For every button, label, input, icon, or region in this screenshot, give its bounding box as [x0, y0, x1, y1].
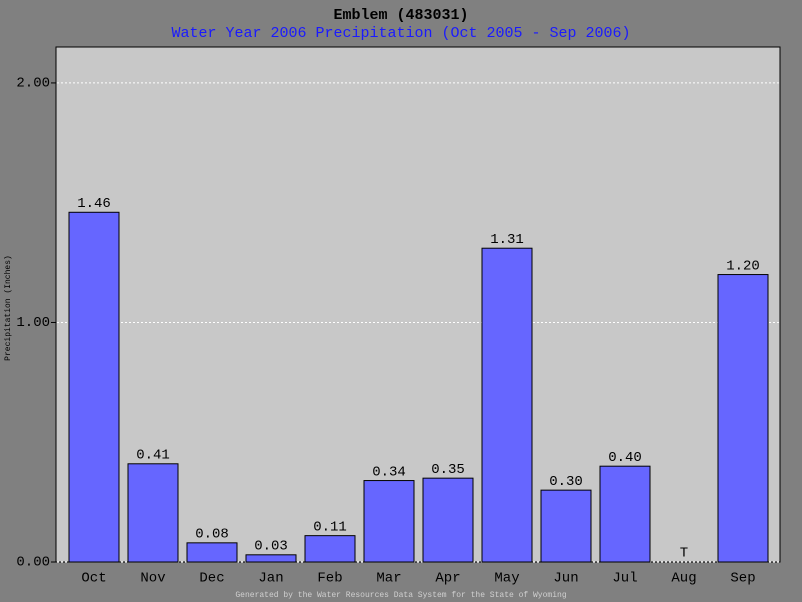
- chart-title: Emblem (483031): [333, 7, 468, 24]
- x-tick-label: Sep: [730, 571, 755, 587]
- data-label: 0.35: [431, 462, 465, 478]
- data-label: 0.11: [313, 519, 347, 535]
- x-tick-label: Dec: [199, 571, 224, 587]
- x-tick-label: Nov: [140, 571, 165, 587]
- bar: [363, 480, 415, 563]
- x-tick-label: Mar: [376, 571, 401, 587]
- bar: [304, 535, 356, 563]
- data-label: 0.08: [195, 527, 229, 543]
- x-tick-label: Jan: [258, 571, 283, 587]
- bar: [68, 211, 120, 563]
- data-label: 0.40: [608, 450, 642, 466]
- x-tick-label: May: [494, 571, 519, 587]
- bar: [717, 274, 769, 563]
- x-tick-label: Jun: [553, 571, 578, 587]
- data-label: T: [680, 546, 688, 562]
- y-tick-label: 2.00: [16, 76, 50, 92]
- x-tick-label: Feb: [317, 571, 342, 587]
- data-label: 0.03: [254, 539, 288, 555]
- bar: [245, 554, 297, 563]
- y-axis-label: Precipitation (Inches): [4, 255, 13, 361]
- x-tick-label: Jul: [612, 571, 637, 587]
- data-label: 1.31: [490, 232, 524, 248]
- bar: [540, 489, 592, 563]
- data-label: 0.41: [136, 447, 170, 463]
- bar: [422, 477, 474, 563]
- bar: [127, 463, 179, 563]
- bar: [599, 465, 651, 563]
- data-label: 0.30: [549, 474, 583, 490]
- data-label: 1.20: [726, 258, 760, 274]
- bar: [186, 542, 238, 563]
- data-label: 1.46: [77, 196, 111, 212]
- data-label: 0.34: [372, 464, 406, 480]
- y-tick-label: 1.00: [16, 315, 50, 331]
- x-tick-label: Aug: [671, 571, 696, 587]
- bar: [481, 247, 533, 563]
- y-tick-label: 0.00: [16, 555, 50, 571]
- x-tick-label: Oct: [81, 571, 106, 587]
- chart-subtitle: Water Year 2006 Precipitation (Oct 2005 …: [171, 25, 630, 42]
- x-tick-label: Apr: [435, 571, 460, 587]
- footer: Generated by the Water Resources Data Sy…: [235, 591, 566, 600]
